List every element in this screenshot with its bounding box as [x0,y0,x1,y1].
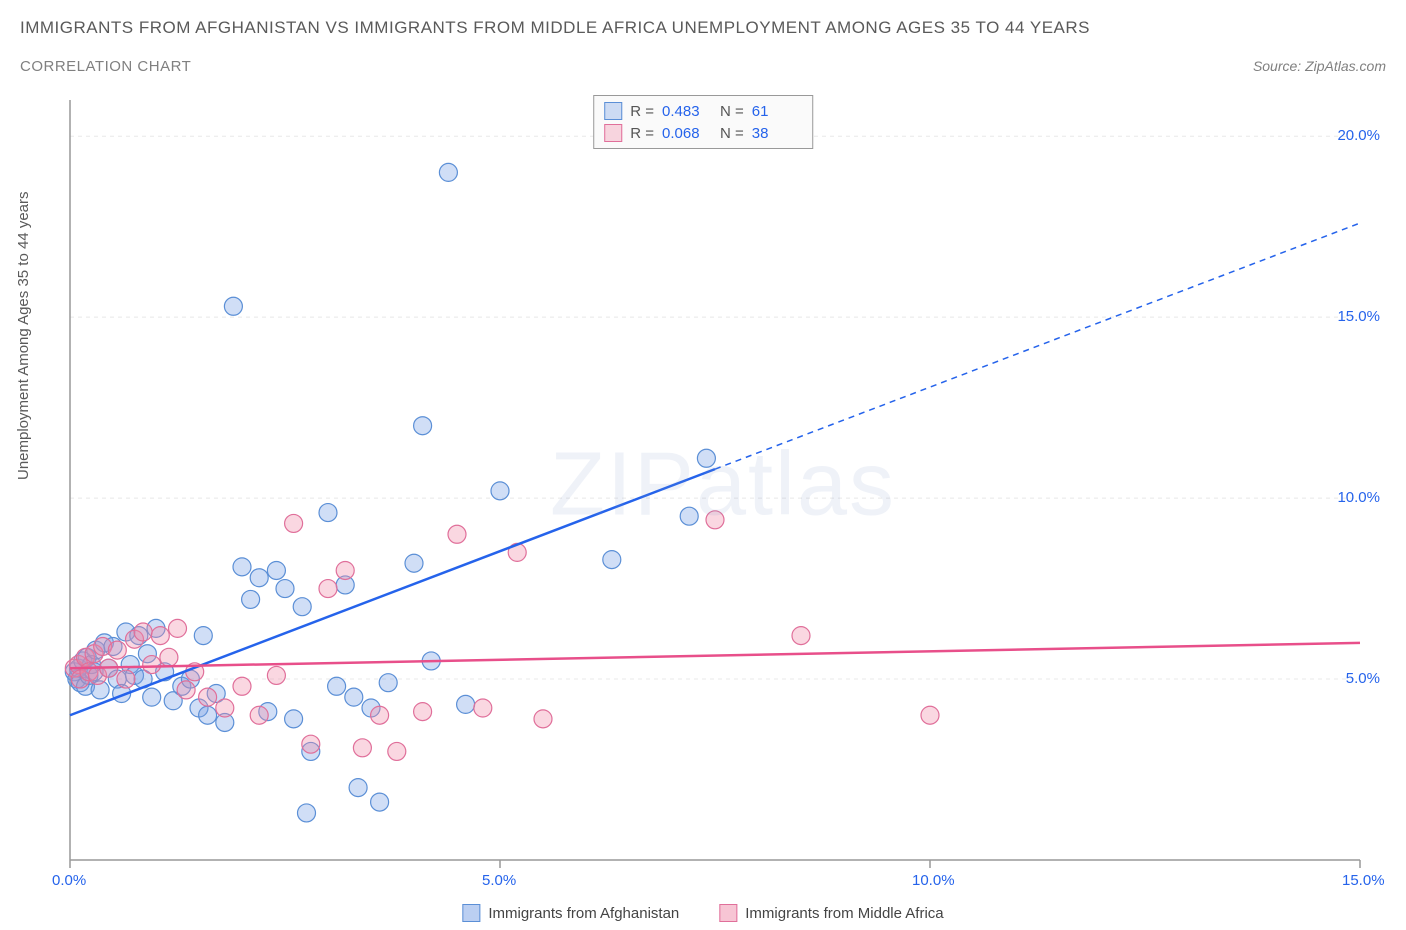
chart-subtitle: CORRELATION CHART [20,58,191,75]
chart-title: IMMIGRANTS FROM AFGHANISTAN VS IMMIGRANT… [20,18,1090,38]
y-tick-label: 5.0% [1346,670,1380,687]
legend-label-afghanistan: Immigrants from Afghanistan [488,905,679,922]
r-label: R = [630,125,654,142]
n-value-middle-africa: 38 [752,125,802,142]
chart-container: ZIPatlas 0.0%5.0%10.0%15.0%5.0%10.0%15.0… [60,90,1386,880]
legend-swatch-afghanistan-bottom [462,904,480,922]
source-attribution: Source: ZipAtlas.com [1253,58,1386,74]
series-legend: Immigrants from Afghanistan Immigrants f… [462,904,943,922]
n-label: N = [720,125,744,142]
legend-row-middle-africa: R = 0.068 N = 38 [604,122,802,144]
scatter-chart-svg [60,90,1386,880]
correlation-legend: R = 0.483 N = 61 R = 0.068 N = 38 [593,95,813,149]
legend-swatch-middle-africa-bottom [719,904,737,922]
legend-label-middle-africa: Immigrants from Middle Africa [745,905,943,922]
x-tick-label: 10.0% [912,872,955,889]
legend-swatch-afghanistan [604,102,622,120]
r-label: R = [630,103,654,120]
r-value-middle-africa: 0.068 [662,125,712,142]
n-label: N = [720,103,744,120]
x-tick-label: 15.0% [1342,872,1385,889]
y-tick-label: 10.0% [1337,489,1380,506]
n-value-afghanistan: 61 [752,103,802,120]
x-tick-label: 5.0% [482,872,516,889]
legend-row-afghanistan: R = 0.483 N = 61 [604,100,802,122]
legend-swatch-middle-africa [604,124,622,142]
y-tick-label: 20.0% [1337,127,1380,144]
y-tick-label: 15.0% [1337,308,1380,325]
legend-item-middle-africa: Immigrants from Middle Africa [719,904,943,922]
y-axis-label: Unemployment Among Ages 35 to 44 years [15,191,32,480]
legend-item-afghanistan: Immigrants from Afghanistan [462,904,679,922]
x-tick-label: 0.0% [52,872,86,889]
r-value-afghanistan: 0.483 [662,103,712,120]
